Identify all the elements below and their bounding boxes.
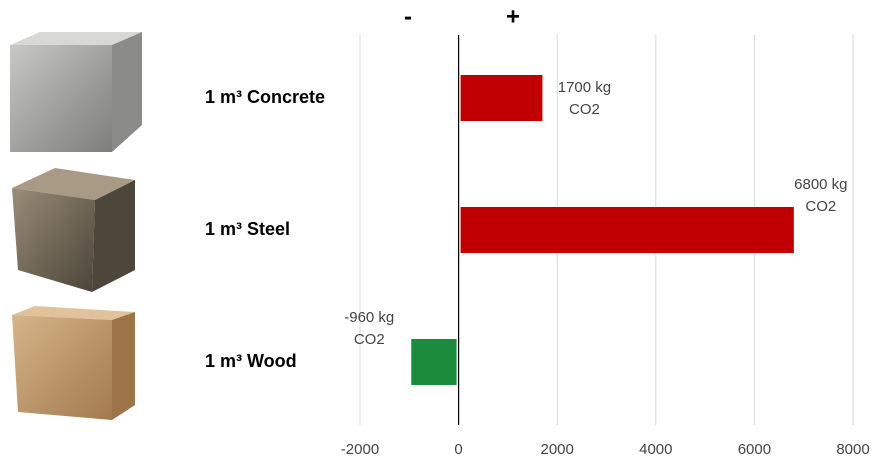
concrete-cube [10,32,142,152]
value-label: 1700 kg [558,79,611,96]
bar [460,207,794,253]
wood-cube [12,306,135,420]
x-tick-label: -2000 [341,441,379,458]
x-tick-label: 2000 [541,441,574,458]
bar [411,339,457,385]
value-label: CO2 [569,101,600,118]
value-label: CO2 [805,198,836,215]
category-label: 1 m³ Steel [205,219,290,239]
sign-label: + [506,3,520,30]
x-tick-label: 0 [454,441,462,458]
x-tick-label: 6000 [738,441,771,458]
sign-label: - [404,3,412,30]
category-label: 1 m³ Wood [205,351,297,371]
category-label: 1 m³ Concrete [205,87,325,107]
value-label: CO2 [354,331,385,348]
steel-cube [12,168,135,292]
x-tick-label: 8000 [836,441,869,458]
value-label: 6800 kg [794,176,847,193]
value-label: -960 kg [344,309,394,326]
bar [460,75,543,121]
x-tick-label: 4000 [639,441,672,458]
